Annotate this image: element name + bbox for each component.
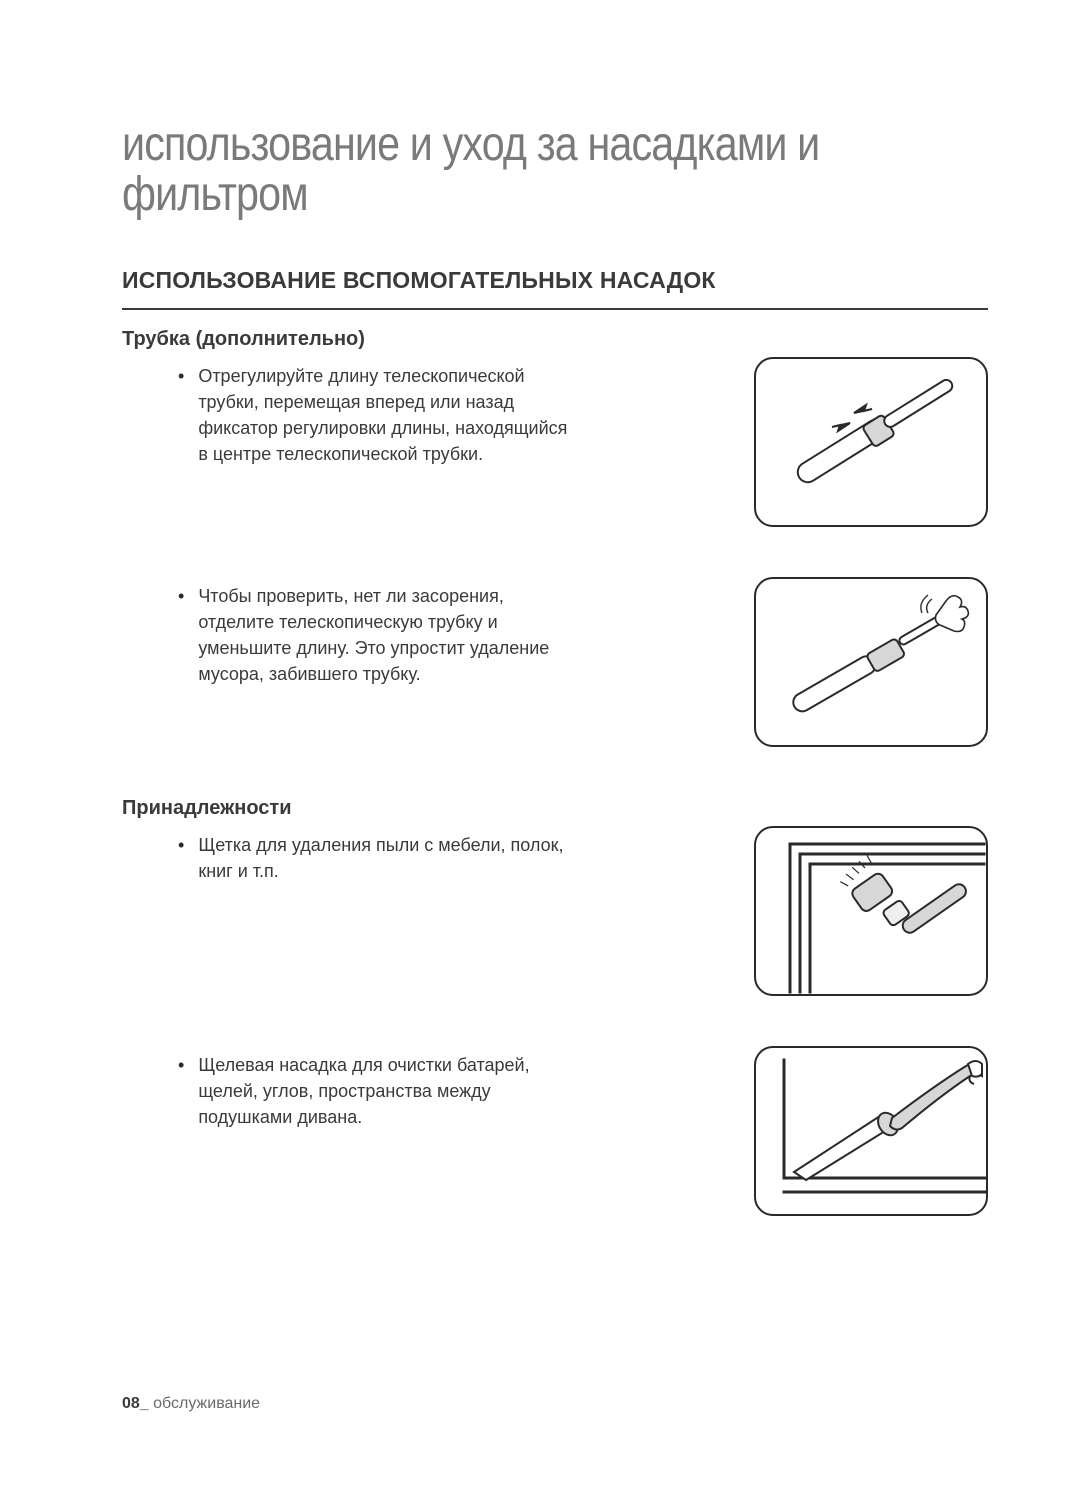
text-col: • Щетка для удаления пыли с мебели, поло… bbox=[122, 826, 732, 884]
bullet-text: Отрегулируйте длину телескопической труб… bbox=[198, 363, 578, 467]
bullet-item: • Чтобы проверить, нет ли засорения, отд… bbox=[122, 583, 732, 687]
subsection-accessories-heading: Принадлежности bbox=[122, 797, 988, 820]
page-footer: 08_ обслуживание bbox=[122, 1395, 260, 1413]
bullet-text: Щелевая насадка для очистки батарей, щел… bbox=[198, 1052, 578, 1130]
bullet-item: • Щелевая насадка для очистки батарей, щ… bbox=[122, 1052, 732, 1130]
figure-tube-adjust bbox=[754, 357, 988, 527]
subsection-tube-heading: Трубка (дополнительно) bbox=[122, 328, 988, 351]
row-crevice-tool: • Щелевая насадка для очистки батарей, щ… bbox=[122, 1046, 988, 1216]
tube-clog-icon bbox=[754, 577, 988, 747]
dust-brush-icon bbox=[754, 826, 988, 996]
text-col: • Чтобы проверить, нет ли засорения, отд… bbox=[122, 577, 732, 687]
row-tube-adjust: • Отрегулируйте длину телескопической тр… bbox=[122, 357, 988, 527]
figure-tube-clog bbox=[754, 577, 988, 747]
section-title: ИСПОЛЬЗОВАНИЕ ВСПОМОГАТЕЛЬНЫХ НАСАДОК bbox=[122, 267, 988, 310]
bullet-text: Щетка для удаления пыли с мебели, полок,… bbox=[198, 832, 578, 884]
manual-page: использование и уход за насадками и филь… bbox=[0, 0, 1080, 1493]
bullet-dot-icon: • bbox=[178, 1052, 184, 1130]
tube-adjust-icon bbox=[754, 357, 988, 527]
crevice-tool-icon bbox=[754, 1046, 988, 1216]
bullet-text: Чтобы проверить, нет ли засорения, отдел… bbox=[198, 583, 578, 687]
figure-crevice-tool bbox=[754, 1046, 988, 1216]
bullet-dot-icon: • bbox=[178, 583, 184, 687]
text-col: • Щелевая насадка для очистки батарей, щ… bbox=[122, 1046, 732, 1130]
page-number: 08_ bbox=[122, 1395, 149, 1412]
row-tube-clog: • Чтобы проверить, нет ли засорения, отд… bbox=[122, 577, 988, 747]
figure-dust-brush bbox=[754, 826, 988, 996]
bullet-dot-icon: • bbox=[178, 363, 184, 467]
main-title: использование и уход за насадками и филь… bbox=[122, 120, 867, 221]
bullet-dot-icon: • bbox=[178, 832, 184, 884]
text-col: • Отрегулируйте длину телескопической тр… bbox=[122, 357, 732, 467]
row-dust-brush: • Щетка для удаления пыли с мебели, поло… bbox=[122, 826, 988, 996]
bullet-item: • Отрегулируйте длину телескопической тр… bbox=[122, 363, 732, 467]
footer-section-label: обслуживание bbox=[149, 1395, 260, 1412]
bullet-item: • Щетка для удаления пыли с мебели, поло… bbox=[122, 832, 732, 884]
